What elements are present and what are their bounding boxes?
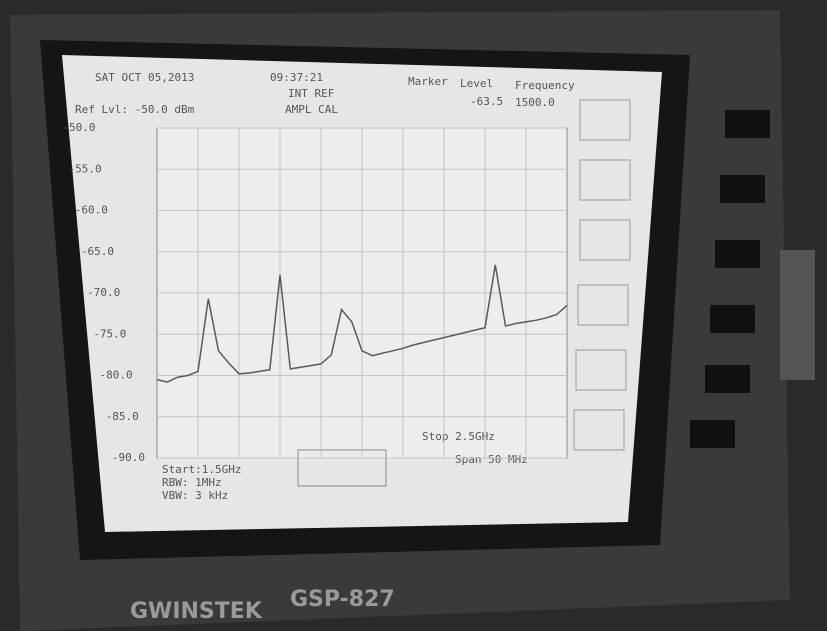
y-tick-label: -50.0: [62, 121, 95, 134]
button[interactable]: [705, 365, 750, 393]
marker-value: -63.5: [470, 95, 503, 108]
brand: GWINSTEK: [130, 599, 263, 624]
button[interactable]: [725, 110, 770, 138]
button[interactable]: [710, 305, 755, 333]
footer-center: Stop 2.5GHz: [422, 430, 495, 443]
footer-left: Start:1.5GHz: [162, 463, 241, 476]
button[interactable]: [720, 175, 765, 203]
keypad: [780, 250, 815, 380]
y-tick-label: -55.0: [69, 162, 102, 175]
marker-value: 1500.0: [515, 96, 555, 109]
model: GSP-827: [290, 587, 395, 612]
y-tick-label: -65.0: [81, 245, 114, 258]
ref-level: Ref Lvl: -50.0 dBm: [75, 103, 195, 116]
button[interactable]: [715, 240, 760, 268]
ampl: AMPL CAL: [285, 103, 338, 116]
photo: SAT OCT 05,2013 09:37:21 INT REF AMPL CA…: [0, 0, 827, 631]
time: 09:37:21: [270, 71, 323, 84]
y-tick-label: -90.0: [112, 451, 145, 464]
marker-header: Frequency: [515, 79, 575, 92]
y-tick-label: -85.0: [106, 410, 139, 423]
y-tick-label: -75.0: [93, 327, 126, 340]
page: SAT OCT 05,2013 09:37:21 INT REF AMPL CA…: [0, 0, 827, 631]
y-tick-label: -80.0: [100, 369, 133, 382]
y-tick-label: -60.0: [75, 204, 108, 217]
marker-header: Level: [460, 77, 493, 90]
footer-left: RBW: 1MHz: [162, 476, 222, 489]
date: SAT OCT 05,2013: [95, 71, 194, 84]
footer-right: Span 50 MHz: [455, 453, 528, 466]
y-tick-label: -70.0: [87, 286, 120, 299]
button[interactable]: [690, 420, 735, 448]
footer-left: VBW: 3 kHz: [162, 489, 228, 502]
marker-header: Marker: [408, 75, 448, 88]
ref-source: INT REF: [288, 87, 334, 100]
